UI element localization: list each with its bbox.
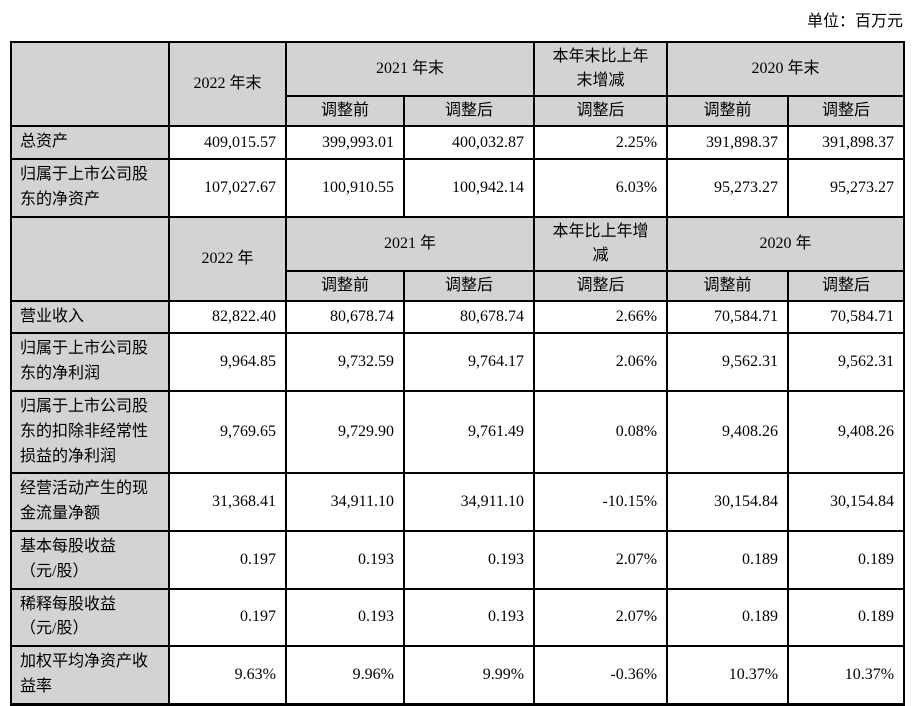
cell-value: 9.63% (168, 645, 287, 706)
col-header-2022-year: 2022 年 (168, 215, 287, 302)
cell-value: 9,964.85 (168, 332, 287, 392)
row-label-net-profit-excl-nonrecurring: 归属于上市公司股东的扣除非经常性损益的净利润 (10, 389, 170, 475)
row-label-net-assets: 归属于上市公司股东的净资产 (10, 157, 170, 218)
cell-value: 70,584.71 (787, 299, 906, 335)
cell-value: 0.189 (666, 587, 790, 648)
col-header-yoy-change-year: 本年比上年增减 (533, 215, 669, 272)
cell-value: 9,562.31 (787, 332, 906, 392)
cell-value: 70,584.71 (666, 299, 790, 335)
cell-value: 2.07% (533, 587, 669, 648)
section2-header-row1: 2022 年 2021 年 本年比上年增减 2020 年 (10, 215, 906, 302)
subheader-after-adjust: 调整后 (402, 269, 536, 302)
table-row: 总资产 409,015.57 399,993.01 400,032.87 2.2… (10, 125, 906, 160)
cell-value: 0.189 (787, 529, 906, 590)
row-label-revenue: 营业收入 (10, 299, 170, 335)
table-row: 基本每股收益（元/股） 0.197 0.193 0.193 2.07% 0.18… (10, 529, 906, 590)
table-row: 归属于上市公司股东的扣除非经常性损益的净利润 9,769.65 9,729.90… (10, 389, 906, 475)
subheader-after-adjust: 调整后 (787, 269, 906, 302)
subheader-before-adjust: 调整前 (285, 269, 405, 302)
row-label-basic-eps: 基本每股收益（元/股） (10, 529, 170, 590)
cell-value: 0.193 (285, 587, 405, 648)
cell-value: 9,761.49 (402, 389, 536, 475)
row-label-weighted-avg-roe: 加权平均净资产收益率 (10, 645, 170, 706)
col-header-2020-year-end: 2020 年末 (666, 41, 906, 98)
cell-value: 391,898.37 (787, 125, 906, 160)
cell-value: 95,273.27 (666, 157, 790, 218)
col-header-2021-year: 2021 年 (284, 215, 536, 272)
cell-value: 0.08% (533, 389, 669, 475)
cell-value: 0.193 (402, 529, 536, 590)
subheader-after-adjust: 调整后 (787, 95, 906, 128)
cell-value: 9,729.90 (285, 389, 405, 475)
cell-value: 34,911.10 (285, 472, 405, 532)
cell-value: -0.36% (533, 645, 669, 706)
corner-cell-empty (10, 215, 170, 302)
subheader-before-adjust: 调整前 (666, 95, 790, 128)
cell-value: 80,678.74 (402, 299, 536, 335)
cell-value: 107,027.67 (168, 157, 287, 218)
unit-label: 单位：百万元 (806, 13, 903, 30)
cell-value: 6.03% (533, 157, 669, 218)
cell-value: 0.193 (402, 587, 536, 648)
cell-value: 0.197 (168, 529, 287, 590)
cell-value: 34,911.10 (402, 472, 536, 532)
cell-value: 10.37% (787, 645, 906, 706)
table-row: 加权平均净资产收益率 9.63% 9.96% 9.99% -0.36% 10.3… (10, 645, 906, 706)
col-header-2022-year-end: 2022 年末 (168, 41, 287, 128)
table-row: 归属于上市公司股东的净资产 107,027.67 100,910.55 100,… (10, 157, 906, 218)
cell-value: 9,732.59 (285, 332, 405, 392)
col-header-2020-year: 2020 年 (666, 215, 906, 272)
financial-summary-table: 2022 年末 2021 年末 本年末比上年末增减 2020 年末 调整前 调整… (10, 41, 906, 706)
col-header-yoy-change-year-end: 本年末比上年末增减 (533, 41, 669, 98)
col-header-2021-year-end: 2021 年末 (284, 41, 536, 98)
cell-value: 9.99% (402, 645, 536, 706)
cell-value: 2.06% (533, 332, 669, 392)
cell-value: -10.15% (533, 472, 669, 532)
row-label-operating-cash-flow: 经营活动产生的现金流量净额 (10, 472, 170, 532)
section2-header-row2: 调整前 调整后 调整后 调整前 调整后 (11, 269, 906, 302)
cell-value: 9,562.31 (666, 332, 790, 392)
cell-value: 31,368.41 (168, 472, 287, 532)
table-row: 归属于上市公司股东的净利润 9,964.85 9,732.59 9,764.17… (10, 332, 906, 392)
table-row: 经营活动产生的现金流量净额 31,368.41 34,911.10 34,911… (10, 472, 906, 532)
cell-value: 30,154.84 (666, 472, 790, 532)
cell-value: 9,769.65 (168, 389, 287, 475)
cell-value: 391,898.37 (666, 125, 790, 160)
cell-value: 82,822.40 (168, 299, 287, 335)
cell-value: 0.197 (168, 587, 287, 648)
cell-value: 9,408.26 (666, 389, 790, 475)
cell-value: 9,764.17 (402, 332, 536, 392)
subheader-after-adjust: 调整后 (533, 95, 669, 128)
row-label-total-assets: 总资产 (10, 125, 170, 160)
cell-value: 80,678.74 (285, 299, 405, 335)
section1-header-row2: 调整前 调整后 调整后 调整前 调整后 (11, 95, 906, 128)
subheader-before-adjust: 调整前 (666, 269, 790, 302)
table-row: 稀释每股收益（元/股） 0.197 0.193 0.193 2.07% 0.18… (10, 587, 906, 648)
cell-value: 95,273.27 (787, 157, 906, 218)
subheader-after-adjust: 调整后 (533, 269, 669, 302)
table-row: 营业收入 82,822.40 80,678.74 80,678.74 2.66%… (10, 299, 906, 335)
row-label-diluted-eps: 稀释每股收益（元/股） (10, 587, 170, 648)
cell-value: 2.66% (533, 299, 669, 335)
cell-value: 10.37% (666, 645, 790, 706)
cell-value: 9,408.26 (787, 389, 906, 475)
cell-value: 30,154.84 (787, 472, 906, 532)
cell-value: 399,993.01 (285, 125, 405, 160)
cell-value: 409,015.57 (168, 125, 287, 160)
cell-value: 0.189 (787, 587, 906, 648)
cell-value: 100,942.14 (402, 157, 536, 218)
subheader-before-adjust: 调整前 (285, 95, 405, 128)
row-label-net-profit: 归属于上市公司股东的净利润 (10, 332, 170, 392)
cell-value: 2.07% (533, 529, 669, 590)
subheader-after-adjust: 调整后 (402, 95, 536, 128)
cell-value: 400,032.87 (402, 125, 536, 160)
cell-value: 100,910.55 (285, 157, 405, 218)
cell-value: 0.193 (285, 529, 405, 590)
cell-value: 0.189 (666, 529, 790, 590)
corner-cell-empty (10, 41, 170, 128)
section1-header-row1: 2022 年末 2021 年末 本年末比上年末增减 2020 年末 (10, 41, 906, 128)
cell-value: 2.25% (533, 125, 669, 160)
cell-value: 9.96% (285, 645, 405, 706)
